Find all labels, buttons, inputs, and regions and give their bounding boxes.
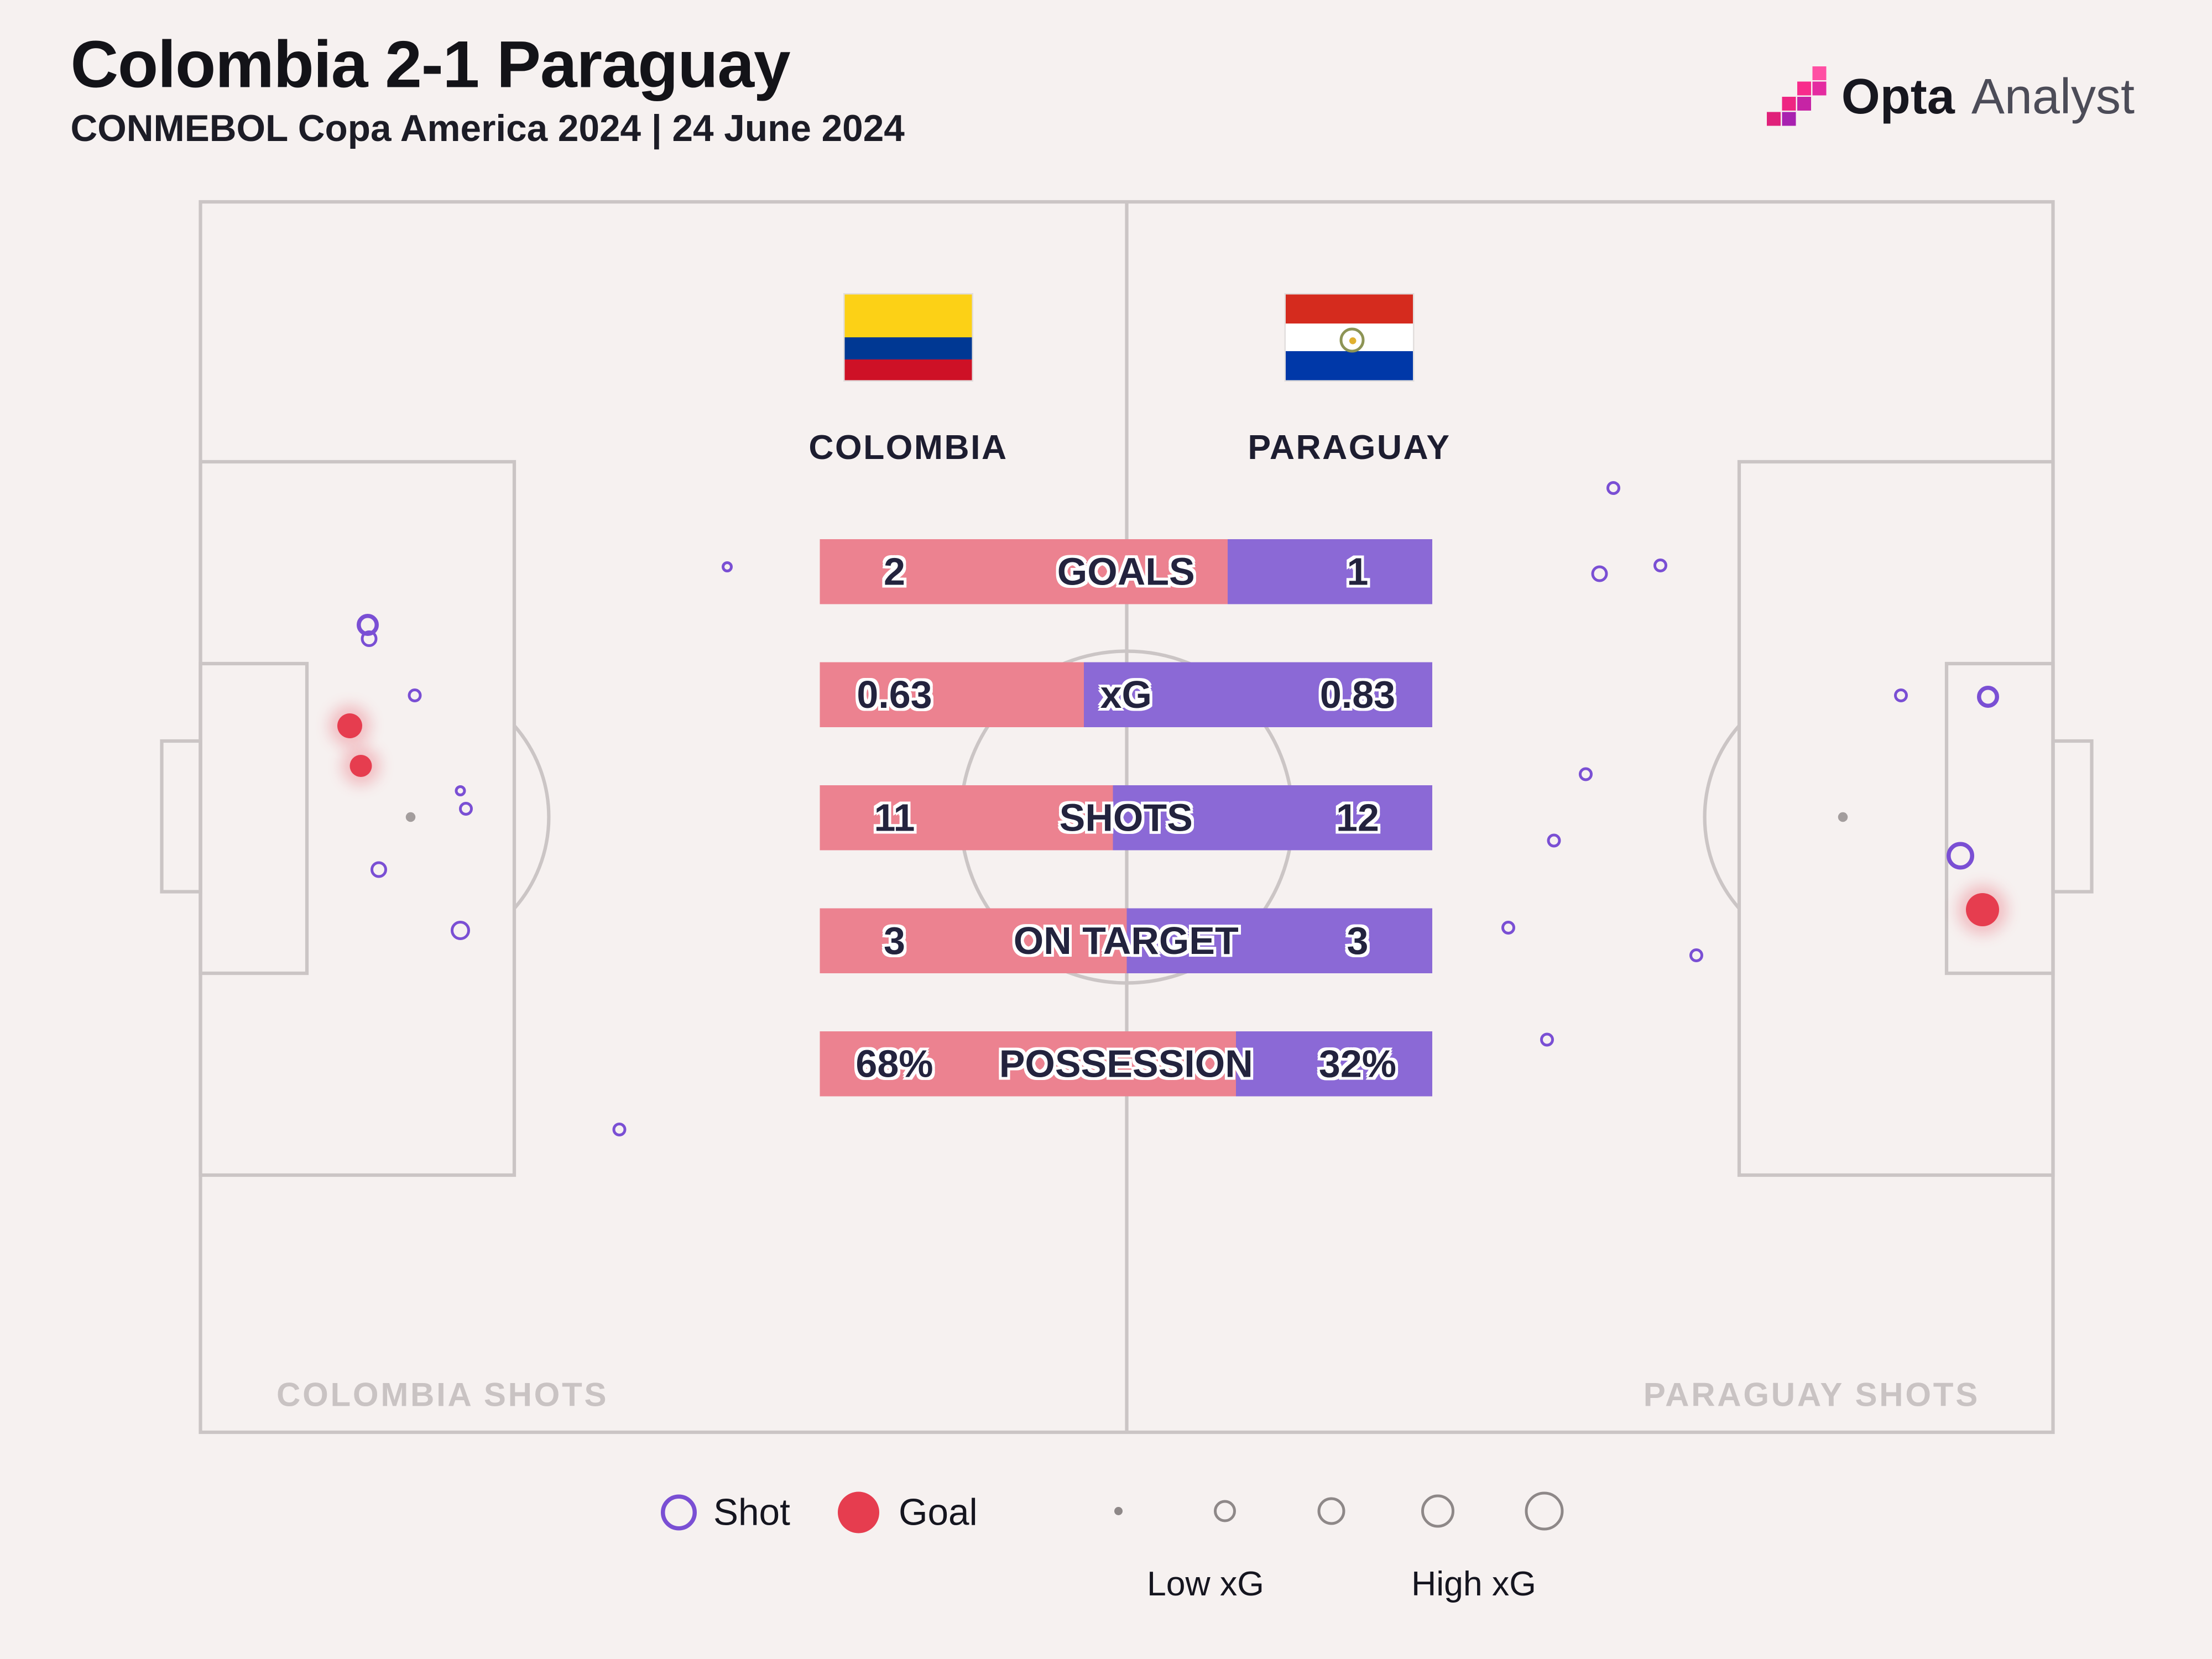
stat-label: GOALS xyxy=(1057,550,1195,593)
goal-marker xyxy=(349,755,372,777)
shot-marker xyxy=(1501,921,1515,935)
away-stat-value: 1 xyxy=(1347,550,1369,593)
stat-label: ON TARGET xyxy=(1013,919,1239,963)
shot-marker xyxy=(1894,688,1908,702)
away-bar-segment xyxy=(1236,1031,1432,1097)
away-shots-zone-label: PARAGUAY SHOTS xyxy=(1643,1377,1980,1415)
xg-scale-circle xyxy=(1214,1500,1236,1522)
xg-scale-circle xyxy=(1525,1491,1564,1531)
high-xg-label: High xG xyxy=(1411,1565,1536,1604)
home-stat-value: 68% xyxy=(855,1042,933,1086)
shot-marker xyxy=(1606,481,1620,495)
home-stat-value: 3 xyxy=(884,919,905,963)
shot-marker xyxy=(459,802,473,816)
shot-marker xyxy=(361,630,378,647)
away-bar-segment xyxy=(1126,908,1432,973)
home-stat-value: 11 xyxy=(874,796,915,839)
goal-legend-label: Goal xyxy=(899,1491,978,1533)
shot-marker xyxy=(408,688,422,702)
home-bar-segment xyxy=(820,908,1126,973)
shot-marker xyxy=(1947,842,1974,870)
away-bar-segment xyxy=(1113,785,1432,851)
low-xg-label: Low xG xyxy=(1147,1565,1264,1604)
away-stat-value: 0.83 xyxy=(1319,673,1396,717)
shot-marker xyxy=(722,561,733,572)
paraguay-flag-emblem xyxy=(1339,327,1365,353)
logo-brand-text: Opta xyxy=(1841,67,1955,125)
stat-label: POSSESSION xyxy=(999,1042,1253,1086)
shot-marker xyxy=(1591,565,1608,582)
logo-suffix-text: Analyst xyxy=(1971,67,2135,125)
shot-marker xyxy=(1653,559,1667,572)
home-bar-segment xyxy=(820,1031,1237,1097)
shot-marker xyxy=(455,785,466,796)
shot-marker xyxy=(1689,948,1703,962)
opta-logo-icon xyxy=(1766,66,1827,126)
home-bar-segment xyxy=(820,662,1084,727)
stat-row-goals: 2 GOALS 1 xyxy=(820,539,1432,604)
away-stat-value: 3 xyxy=(1347,919,1369,963)
shot-legend-label: Shot xyxy=(713,1491,790,1533)
xg-scale-circle xyxy=(1421,1494,1454,1528)
stat-row-possession: 68% POSSESSION 32% xyxy=(820,1031,1432,1097)
goal-marker xyxy=(337,713,362,738)
away-stat-value: 12 xyxy=(1336,796,1379,839)
away-team-name: PARAGUAY xyxy=(1248,429,1451,467)
paraguay-flag-blue-stripe xyxy=(1286,351,1413,380)
colombia-flag-yellow-stripe xyxy=(844,294,972,337)
page-title: Colombia 2-1 Paraguay xyxy=(70,29,791,103)
home-stat-value: 0.63 xyxy=(857,673,932,717)
colombia-flag-red-stripe xyxy=(844,358,972,380)
shot-marker xyxy=(1977,686,1999,708)
colombia-flag-blue-stripe xyxy=(844,337,972,359)
home-bar-segment xyxy=(820,785,1113,851)
goal-marker xyxy=(1966,893,1999,926)
page-subtitle: CONMEBOL Copa America 2024 | 24 June 202… xyxy=(70,108,905,149)
shot-marker xyxy=(1540,1032,1554,1047)
home-bar-segment xyxy=(820,539,1228,604)
stat-row-on-target: 3 ON TARGET 3 xyxy=(820,908,1432,973)
colombia-flag xyxy=(844,294,972,380)
shot-marker xyxy=(1579,767,1593,781)
shot-marker xyxy=(371,861,387,878)
shot-marker xyxy=(451,921,470,940)
away-bar-segment xyxy=(1228,539,1432,604)
goal-legend-icon xyxy=(838,1491,879,1533)
penalty-spot-left xyxy=(405,812,416,822)
away-stat-value: 32% xyxy=(1318,1042,1397,1086)
home-team-name: COLOMBIA xyxy=(808,429,1008,467)
stat-label: xG xyxy=(1100,673,1152,717)
away-bar-segment xyxy=(1084,662,1432,727)
penalty-spot-right xyxy=(1838,812,1848,822)
shot-marker xyxy=(1547,833,1561,848)
home-stat-value: 2 xyxy=(884,550,905,593)
stat-row-xg: 0.63 xG 0.83 xyxy=(820,662,1432,727)
home-shots-zone-label: COLOMBIA SHOTS xyxy=(276,1377,609,1415)
shot-legend-icon xyxy=(661,1494,697,1531)
opta-analyst-logo: Opta Analyst xyxy=(1766,66,2135,127)
xg-scale-circle xyxy=(1317,1497,1345,1525)
paraguay-flag-red-stripe xyxy=(1286,294,1413,324)
paraguay-flag xyxy=(1286,294,1413,380)
stat-label: SHOTS xyxy=(1059,796,1193,839)
shot-marker xyxy=(612,1123,627,1136)
stat-row-shots: 11 SHOTS 12 xyxy=(820,785,1432,851)
xg-scale-dot xyxy=(1114,1507,1123,1515)
